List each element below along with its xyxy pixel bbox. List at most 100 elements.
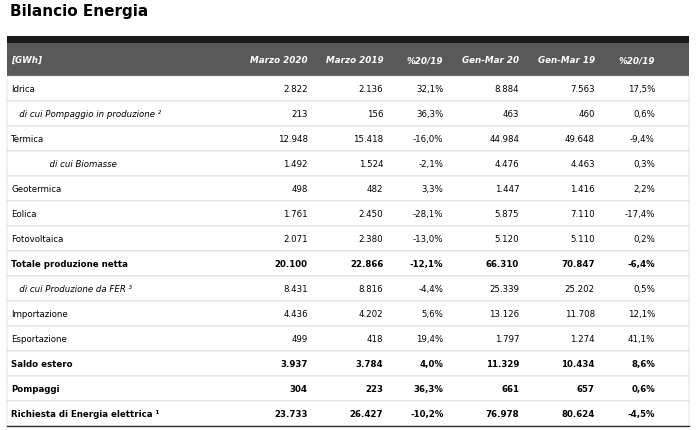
Text: 2.071: 2.071: [283, 234, 308, 243]
Text: 1.274: 1.274: [570, 334, 595, 343]
Text: [GWh]: [GWh]: [11, 56, 42, 65]
Text: -28,1%: -28,1%: [413, 209, 443, 218]
Text: 1.492: 1.492: [283, 160, 308, 168]
Text: Esportazione: Esportazione: [11, 334, 67, 343]
Text: 22.866: 22.866: [350, 259, 383, 268]
Text: -2,1%: -2,1%: [418, 160, 443, 168]
Text: 4,0%: 4,0%: [420, 359, 443, 368]
Bar: [7, 151, 689, 176]
Text: 2.380: 2.380: [359, 234, 383, 243]
Text: 36,3%: 36,3%: [413, 384, 443, 393]
Text: Pompaggi: Pompaggi: [11, 384, 60, 393]
Text: 8.884: 8.884: [495, 85, 519, 93]
Text: 11.708: 11.708: [564, 309, 595, 318]
Text: 0,6%: 0,6%: [633, 110, 655, 118]
Text: 4.463: 4.463: [570, 160, 595, 168]
Text: 498: 498: [292, 184, 308, 193]
Text: 1.447: 1.447: [495, 184, 519, 193]
Text: Gen-Mar 20: Gen-Mar 20: [462, 56, 519, 65]
Text: Marzo 2020: Marzo 2020: [250, 56, 308, 65]
Text: 463: 463: [503, 110, 519, 118]
Text: -6,4%: -6,4%: [627, 259, 655, 268]
Text: %20/19: %20/19: [407, 56, 443, 65]
Bar: [7, 251, 689, 276]
Bar: [7, 176, 689, 201]
Text: 8.431: 8.431: [283, 284, 308, 293]
Bar: [7, 37, 689, 44]
Bar: [7, 301, 689, 326]
Text: 0,6%: 0,6%: [631, 384, 655, 393]
Text: 17,5%: 17,5%: [628, 85, 655, 93]
Text: Termica: Termica: [11, 135, 45, 143]
Text: 49.648: 49.648: [565, 135, 595, 143]
Text: 661: 661: [501, 384, 519, 393]
Text: 25.339: 25.339: [489, 284, 519, 293]
Text: 4.436: 4.436: [283, 309, 308, 318]
Text: di cui Produzione da FER ³: di cui Produzione da FER ³: [11, 284, 132, 293]
Text: 12.948: 12.948: [278, 135, 308, 143]
Bar: [7, 226, 689, 251]
Text: -4,4%: -4,4%: [418, 284, 443, 293]
Text: 12,1%: 12,1%: [628, 309, 655, 318]
Text: Richiesta di Energia elettrica ¹: Richiesta di Energia elettrica ¹: [11, 409, 159, 418]
Text: 1.524: 1.524: [359, 160, 383, 168]
Text: 156: 156: [367, 110, 383, 118]
Text: Fotovoltaica: Fotovoltaica: [11, 234, 63, 243]
Text: 418: 418: [367, 334, 383, 343]
Text: 1.761: 1.761: [283, 209, 308, 218]
Text: 499: 499: [292, 334, 308, 343]
Text: 19,4%: 19,4%: [416, 334, 443, 343]
Text: 657: 657: [577, 384, 595, 393]
Text: 3.784: 3.784: [356, 359, 383, 368]
Text: Saldo estero: Saldo estero: [11, 359, 72, 368]
Text: 11.329: 11.329: [486, 359, 519, 368]
Text: Marzo 2019: Marzo 2019: [326, 56, 383, 65]
Text: 7.563: 7.563: [570, 85, 595, 93]
Text: 213: 213: [291, 110, 308, 118]
Text: 23.733: 23.733: [274, 409, 308, 418]
Text: 0,5%: 0,5%: [633, 284, 655, 293]
Text: -12,1%: -12,1%: [410, 259, 443, 268]
Text: 76.978: 76.978: [486, 409, 519, 418]
Bar: [7, 201, 689, 226]
Text: 4.202: 4.202: [359, 309, 383, 318]
Text: -10,2%: -10,2%: [410, 409, 443, 418]
Text: 8.816: 8.816: [359, 284, 383, 293]
Text: 460: 460: [578, 110, 595, 118]
Text: 482: 482: [367, 184, 383, 193]
Text: 5.120: 5.120: [495, 234, 519, 243]
Bar: [7, 126, 689, 151]
Text: -9,4%: -9,4%: [630, 135, 655, 143]
Text: 5.875: 5.875: [495, 209, 519, 218]
Text: 15.418: 15.418: [354, 135, 383, 143]
Text: 26.427: 26.427: [350, 409, 383, 418]
Bar: [7, 401, 689, 426]
Text: 44.984: 44.984: [489, 135, 519, 143]
Text: Gen-Mar 19: Gen-Mar 19: [538, 56, 595, 65]
Text: 70.847: 70.847: [561, 259, 595, 268]
Text: Eolica: Eolica: [11, 209, 37, 218]
Text: 1.416: 1.416: [570, 184, 595, 193]
Text: 80.624: 80.624: [562, 409, 595, 418]
Text: 5.110: 5.110: [570, 234, 595, 243]
Text: 0,2%: 0,2%: [633, 234, 655, 243]
Text: di cui Pompaggio in produzione ²: di cui Pompaggio in produzione ²: [11, 110, 161, 118]
Text: di cui Biomasse: di cui Biomasse: [11, 160, 117, 168]
Text: Geotermica: Geotermica: [11, 184, 61, 193]
Text: 36,3%: 36,3%: [416, 110, 443, 118]
Text: 10.434: 10.434: [562, 359, 595, 368]
Text: Bilancio Energia: Bilancio Energia: [10, 4, 149, 19]
Text: -17,4%: -17,4%: [624, 209, 655, 218]
Text: 13.126: 13.126: [489, 309, 519, 318]
Text: 223: 223: [365, 384, 383, 393]
Text: 2.450: 2.450: [359, 209, 383, 218]
Text: 1.797: 1.797: [495, 334, 519, 343]
Text: Idrica: Idrica: [11, 85, 35, 93]
Bar: [7, 351, 689, 376]
Text: 2,2%: 2,2%: [633, 184, 655, 193]
Text: 5,6%: 5,6%: [422, 309, 443, 318]
Text: %20/19: %20/19: [619, 56, 655, 65]
Text: 41,1%: 41,1%: [628, 334, 655, 343]
Text: 7.110: 7.110: [570, 209, 595, 218]
Bar: [7, 44, 689, 77]
